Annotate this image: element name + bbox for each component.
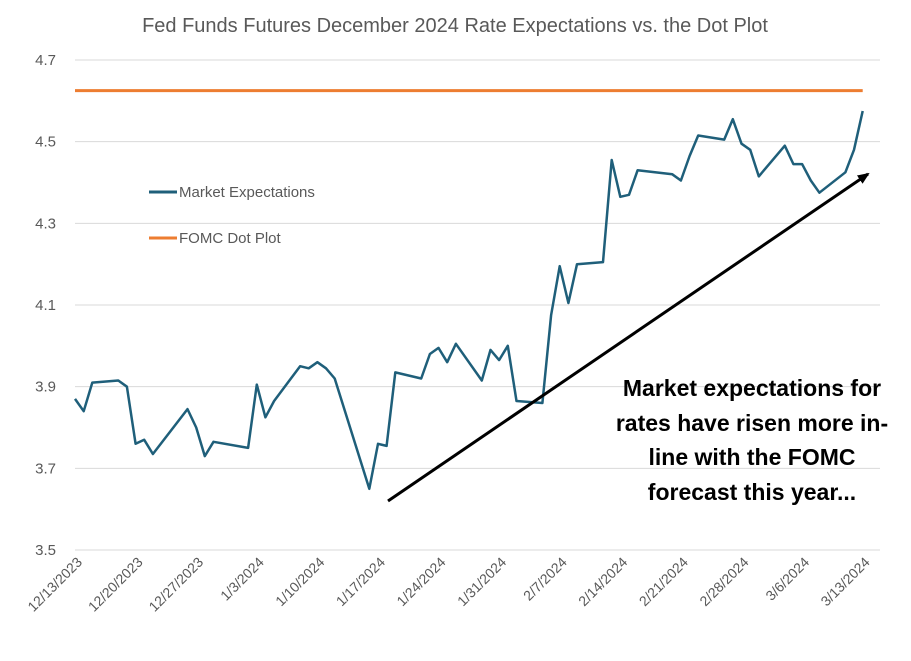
x-tick-label: 1/10/2024 bbox=[272, 554, 328, 610]
legend: Market Expectations FOMC Dot Plot bbox=[149, 184, 315, 247]
y-tick-label: 4.7 bbox=[35, 52, 56, 69]
x-tick-label: 1/24/2024 bbox=[393, 554, 449, 610]
gridlines bbox=[75, 59, 880, 551]
x-tick-label: 1/31/2024 bbox=[454, 554, 510, 610]
x-tick-label: 2/14/2024 bbox=[575, 554, 631, 610]
trend-arrow bbox=[387, 172, 870, 503]
annotation-line-2: rates have risen more in- bbox=[616, 410, 888, 436]
y-axis-ticks: 3.5 3.7 3.9 4.1 4.3 4.5 4.7 bbox=[35, 52, 56, 559]
x-tick-label: 3/13/2024 bbox=[817, 554, 873, 610]
x-axis-ticks: 12/13/2023 12/20/2023 12/27/2023 1/3/2024 1/… bbox=[24, 554, 873, 615]
annotation: Market expectations for rates have risen… bbox=[616, 375, 888, 505]
chart-title: Fed Funds Futures December 2024 Rate Exp… bbox=[142, 15, 768, 37]
x-tick-label: 2/7/2024 bbox=[520, 554, 570, 604]
x-tick-label: 3/6/2024 bbox=[762, 554, 812, 604]
annotation-line-1: Market expectations for bbox=[623, 375, 881, 401]
trend-arrow-line bbox=[387, 172, 870, 503]
x-tick-label: 12/13/2023 bbox=[24, 554, 85, 615]
y-tick-label: 4.5 bbox=[35, 134, 56, 151]
y-tick-label: 4.3 bbox=[35, 215, 56, 232]
annotation-line-4: forecast this year... bbox=[648, 479, 856, 505]
x-tick-label: 1/3/2024 bbox=[217, 554, 267, 604]
x-tick-label: 2/28/2024 bbox=[696, 554, 752, 610]
x-tick-label: 12/27/2023 bbox=[145, 554, 206, 615]
y-tick-label: 4.1 bbox=[35, 297, 56, 314]
x-tick-label: 2/21/2024 bbox=[636, 554, 692, 610]
x-tick-label: 1/17/2024 bbox=[333, 554, 389, 610]
annotation-line-3: line with the FOMC bbox=[649, 444, 856, 470]
y-tick-label: 3.7 bbox=[35, 460, 56, 477]
legend-label-fomc-dot-plot: FOMC Dot Plot bbox=[179, 230, 282, 247]
y-tick-label: 3.9 bbox=[35, 379, 56, 396]
legend-label-market-expectations: Market Expectations bbox=[179, 184, 315, 201]
series-line-market-expectations bbox=[73, 110, 864, 491]
y-tick-label: 3.5 bbox=[35, 542, 56, 559]
series bbox=[73, 89, 864, 491]
x-tick-label: 12/20/2023 bbox=[85, 554, 146, 615]
